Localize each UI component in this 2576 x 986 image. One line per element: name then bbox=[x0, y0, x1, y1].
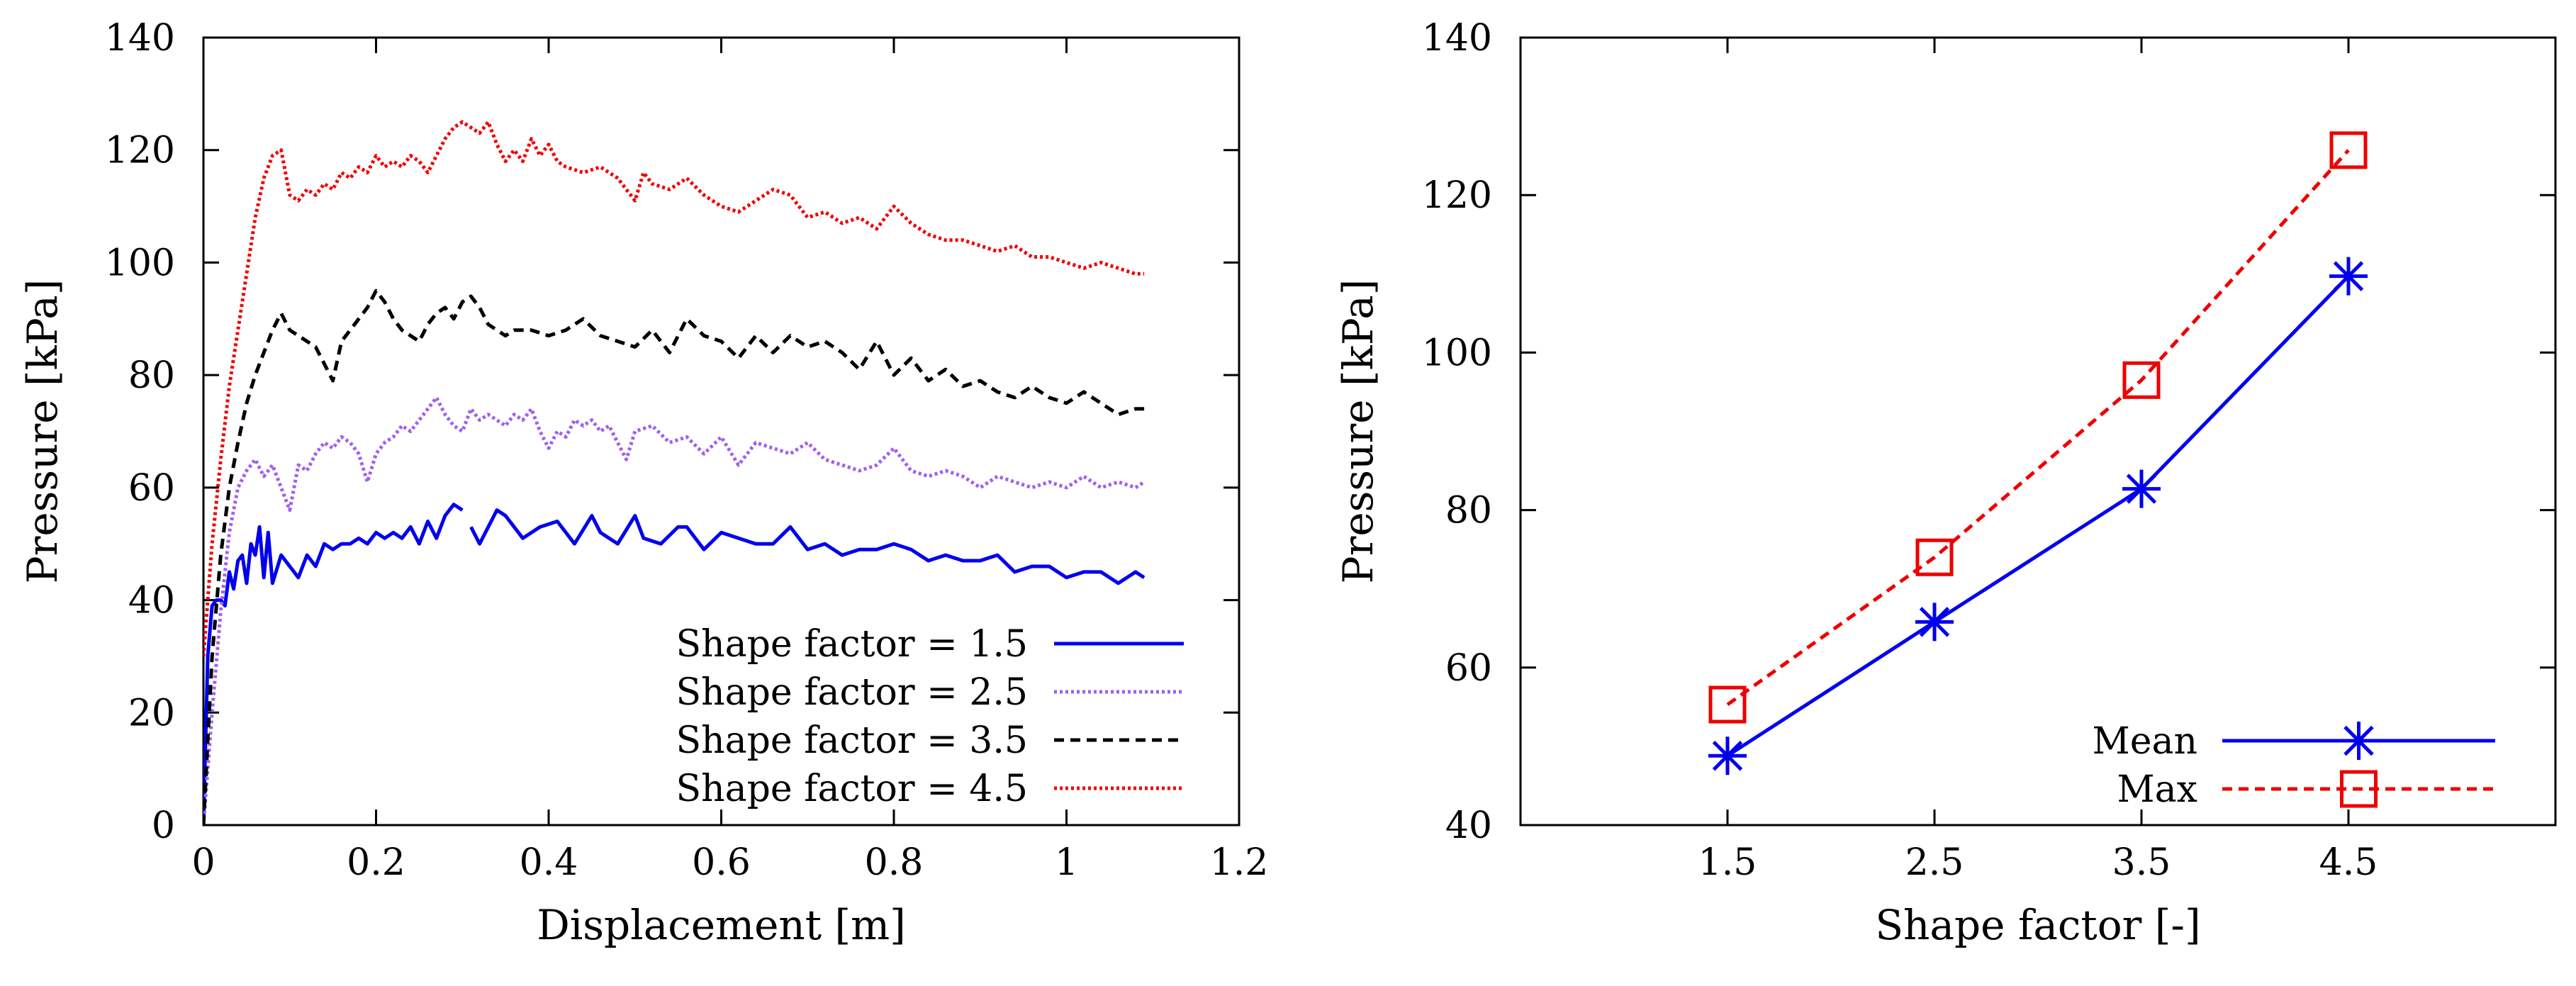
y-tick-label: 20 bbox=[128, 692, 175, 734]
y-tick-label: 40 bbox=[128, 580, 175, 622]
x-tick-label: 2.5 bbox=[1905, 841, 1964, 884]
series-line-1 bbox=[1726, 274, 2350, 758]
y-tick-label: 80 bbox=[128, 354, 175, 397]
x-tick-label: 1.5 bbox=[1698, 841, 1757, 884]
data-point-2-1 bbox=[1708, 685, 1747, 724]
x-tick-label: 1.2 bbox=[1210, 841, 1269, 884]
x-tick-label: 4.5 bbox=[2319, 841, 2378, 884]
legend-label-4: Shape factor = 4.5 bbox=[676, 768, 1028, 810]
legend-label-2: Shape factor = 2.5 bbox=[676, 671, 1028, 714]
data-point-1-2-stroke bbox=[1919, 607, 1950, 637]
data-point-2-2 bbox=[1915, 538, 1954, 576]
legend-marker-1-stroke bbox=[2343, 725, 2374, 756]
y-tick-label: 140 bbox=[1422, 17, 1492, 60]
legend-label-2: Max bbox=[2117, 768, 2197, 811]
x-tick-label: 0.4 bbox=[520, 841, 578, 884]
y-axis-label: Pressure [kPa] bbox=[18, 279, 67, 584]
y-tick-label: 40 bbox=[1445, 805, 1492, 847]
series-3 bbox=[203, 288, 1145, 825]
x-tick-label: 0 bbox=[191, 841, 215, 884]
legend: Mean Max bbox=[2092, 720, 2495, 811]
y-axis-label: Pressure [kPa] bbox=[1334, 279, 1382, 584]
data-point-1-1-stroke bbox=[1712, 741, 1743, 771]
y-tick-label: 60 bbox=[128, 467, 175, 510]
legend: Shape factor = 1.5 Shape factor = 2.5 Shap… bbox=[676, 623, 1184, 810]
series-line-2 bbox=[1726, 149, 2350, 707]
x-tick-label: 0.6 bbox=[692, 841, 751, 884]
legend-label-1: Shape factor = 1.5 bbox=[676, 623, 1028, 666]
data-point-2-4 bbox=[2329, 131, 2368, 169]
series-2 bbox=[1726, 149, 2350, 707]
legend-marker-2 bbox=[2340, 770, 2378, 808]
series-2 bbox=[203, 396, 1146, 825]
displacement-pressure-chart: 0 0.2 0.4 0.6 0.8 1 1.2 0 20 40 60 80 100 120 140 Displ… bbox=[18, 17, 1268, 949]
series-line-3 bbox=[203, 288, 1145, 825]
legend-label-1: Mean bbox=[2092, 720, 2197, 763]
series-1 bbox=[203, 503, 1146, 825]
data-point-1-3 bbox=[2122, 469, 2161, 508]
data-point-1-1 bbox=[1708, 736, 1747, 775]
shape-factor-pressure-chart: 1.5 2.5 3.5 4.5 40 60 80 100 120 140 Shape factor … bbox=[1334, 17, 2557, 949]
y-tick-label: 80 bbox=[1445, 490, 1492, 532]
x-axis-label: Shape factor [-] bbox=[1875, 901, 2200, 949]
y-tick-label: 100 bbox=[105, 242, 175, 284]
series-line-1 bbox=[203, 503, 1146, 825]
series-line-2 bbox=[203, 396, 1146, 825]
y-tick-label: 120 bbox=[1422, 174, 1492, 217]
x-tick-label: 3.5 bbox=[2112, 841, 2171, 884]
data-point-1-2 bbox=[1915, 603, 1954, 642]
legend-label-3: Shape factor = 3.5 bbox=[676, 719, 1028, 762]
y-tick-label: 0 bbox=[152, 805, 175, 847]
data-point-1-3-stroke bbox=[2126, 474, 2157, 504]
series-line-4 bbox=[203, 120, 1145, 657]
x-axis-label: Displacement [m] bbox=[537, 901, 906, 949]
plot-frame bbox=[1519, 36, 2557, 827]
y-tick-label: 100 bbox=[1422, 332, 1492, 374]
data-point-1-4-stroke bbox=[2333, 261, 2364, 291]
legend-marker-1 bbox=[2339, 722, 2378, 760]
data-point-1-4 bbox=[2329, 257, 2368, 296]
series-1 bbox=[1726, 274, 2350, 758]
data-point-2-3 bbox=[2122, 361, 2161, 399]
series-4 bbox=[203, 120, 1145, 657]
y-tick-label: 60 bbox=[1445, 647, 1492, 690]
y-tick-label: 140 bbox=[105, 17, 175, 60]
x-tick-label: 1 bbox=[1055, 841, 1078, 884]
y-tick-label: 120 bbox=[105, 130, 175, 172]
x-tick-label: 0.2 bbox=[347, 841, 405, 884]
x-tick-label: 0.8 bbox=[865, 841, 924, 884]
